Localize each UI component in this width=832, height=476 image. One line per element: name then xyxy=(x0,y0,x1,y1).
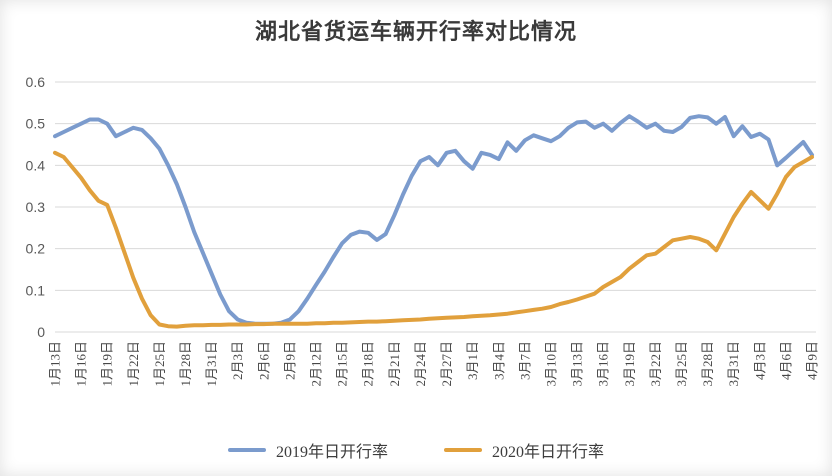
x-tick-label: 1月13日 xyxy=(48,341,63,387)
x-tick-label: 3月25日 xyxy=(674,341,689,387)
y-tick-label: 0.6 xyxy=(26,74,46,90)
x-tick-label: 3月19日 xyxy=(622,341,637,387)
x-tick-label: 2月15日 xyxy=(335,341,350,387)
x-tick-label: 2月21日 xyxy=(387,341,402,387)
x-tick-label: 1月22日 xyxy=(126,341,141,387)
series-line-2019 xyxy=(53,114,814,326)
x-tick-label: 4月6日 xyxy=(778,341,793,380)
x-tick-label: 3月10日 xyxy=(543,341,558,387)
x-tick-label: 3月22日 xyxy=(648,341,663,387)
y-tick-label: 0.1 xyxy=(26,282,46,298)
x-tick-label: 3月4日 xyxy=(491,341,506,380)
x-tick-label: 1月31日 xyxy=(204,341,219,387)
x-tick-label: 3月16日 xyxy=(596,341,611,387)
x-tick-label: 2月12日 xyxy=(309,341,324,387)
x-tick-label: 3月13日 xyxy=(570,341,585,387)
x-tick-label: 1月16日 xyxy=(74,341,89,387)
legend-label-2019: 2019年日开行率 xyxy=(275,444,388,461)
series-line-2020 xyxy=(53,150,814,329)
x-tick-label: 3月1日 xyxy=(465,341,480,380)
legend-item-2019: 2019年日开行率 xyxy=(227,438,388,462)
x-tick-label: 2月27日 xyxy=(439,341,454,387)
x-tick-label: 2月9日 xyxy=(282,341,297,380)
x-tick-label: 3月31日 xyxy=(726,341,741,387)
legend-label-2020: 2020年日开行率 xyxy=(492,444,605,461)
legend-swatch-2019-icon xyxy=(227,448,266,452)
y-tick-label: 0.2 xyxy=(26,241,46,257)
x-tick-label: 1月25日 xyxy=(152,341,167,387)
legend: 2019年日开行率 2020年日开行率 xyxy=(0,438,832,462)
x-tick-label: 4月3日 xyxy=(752,341,767,380)
y-tick-label: 0.4 xyxy=(26,157,46,173)
y-tick-label: 0 xyxy=(37,324,45,340)
x-tick-label: 3月7日 xyxy=(517,341,532,380)
y-tick-label: 0.5 xyxy=(26,116,46,132)
x-tick-label: 1月28日 xyxy=(178,341,193,387)
legend-swatch-2020-icon xyxy=(444,448,482,452)
x-tick-label: 4月9日 xyxy=(805,341,820,380)
y-tick-label: 0.3 xyxy=(26,199,46,215)
chart-title: 湖北省货运车辆开行率对比情况 xyxy=(254,19,577,44)
x-tick-label: 1月19日 xyxy=(100,341,115,387)
x-tick-label: 2月24日 xyxy=(413,341,428,387)
x-tick-label: 2月6日 xyxy=(256,341,271,380)
legend-item-2020: 2020年日开行率 xyxy=(444,438,604,462)
x-tick-label: 3月28日 xyxy=(700,341,715,387)
x-tick-label: 2月18日 xyxy=(361,341,376,387)
x-tick-label: 2月3日 xyxy=(230,341,245,380)
